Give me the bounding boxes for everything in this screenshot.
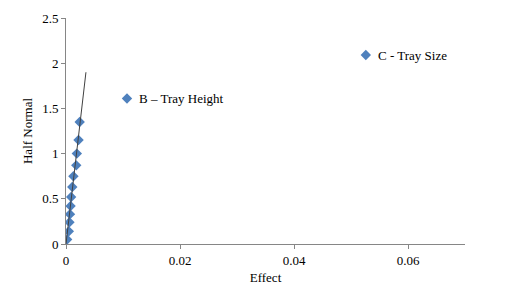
svg-text:Half Normal: Half Normal bbox=[20, 98, 35, 164]
svg-text:C - Tray Size: C - Tray Size bbox=[378, 48, 447, 63]
svg-text:2: 2 bbox=[52, 56, 59, 71]
svg-text:B – Tray Height: B – Tray Height bbox=[139, 91, 224, 106]
svg-text:0.04: 0.04 bbox=[283, 253, 306, 268]
svg-text:Effect: Effect bbox=[250, 270, 282, 285]
svg-text:0.06: 0.06 bbox=[397, 253, 420, 268]
svg-text:0: 0 bbox=[52, 237, 59, 252]
svg-text:0.5: 0.5 bbox=[42, 191, 58, 206]
svg-text:0.02: 0.02 bbox=[169, 253, 192, 268]
svg-text:0: 0 bbox=[63, 253, 70, 268]
svg-text:1: 1 bbox=[52, 146, 59, 161]
svg-text:2.5: 2.5 bbox=[42, 11, 58, 26]
svg-text:1.5: 1.5 bbox=[42, 101, 58, 116]
